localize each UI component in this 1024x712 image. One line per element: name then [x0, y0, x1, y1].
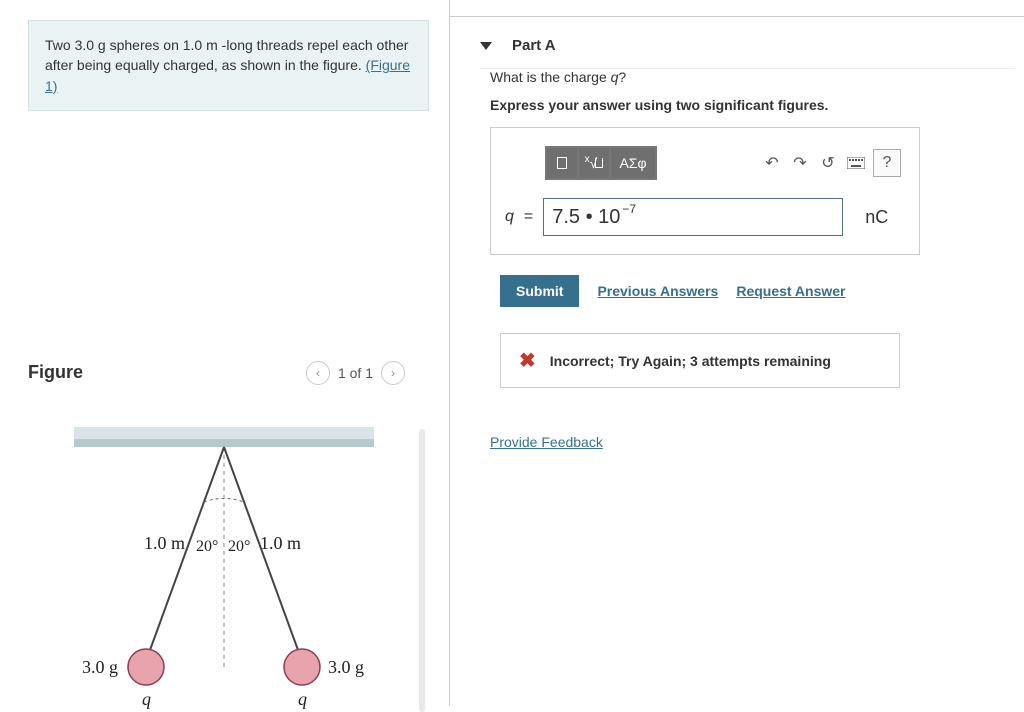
template-rect-button[interactable]	[547, 148, 577, 178]
pager-label: 1 of 1	[338, 365, 373, 381]
ceiling-bar-lower	[74, 439, 374, 447]
feedback-message: ✖ Incorrect; Try Again; 3 attempts remai…	[500, 333, 900, 388]
ceiling-bar-upper	[74, 427, 374, 439]
left-mass-label: 3.0 g	[82, 657, 118, 677]
submit-row: Submit Previous Answers Request Answer	[500, 275, 1014, 307]
figure-scrollbar[interactable]	[419, 429, 425, 712]
figure-header: Figure ‹ 1 of 1 ›	[28, 361, 429, 385]
toolbar-group-templates: x√ ΑΣφ	[545, 146, 657, 180]
question-text-real: What is the charge q?	[490, 69, 626, 85]
keyboard-button[interactable]	[845, 152, 867, 174]
answer-input[interactable]: 7.5 • 10−7	[543, 198, 843, 236]
unit-label: nC	[865, 207, 888, 228]
app-root: Two 3.0 g spheres on 1.0 m -long threads…	[0, 0, 1024, 706]
toolbar-right: ↶ ↷ ↺ ?	[761, 146, 901, 180]
pendulum-diagram: 1.0 m 1.0 m 20° 20° 3.0 g 3.0 g q q	[44, 409, 404, 709]
reset-button[interactable]: ↺	[817, 152, 839, 174]
answer-box: x√ ΑΣφ ↶ ↷ ↺ ? q	[490, 127, 920, 255]
right-angle-label: 20°	[228, 538, 250, 555]
part-header[interactable]: Part A	[480, 27, 1014, 69]
feedback-text: Incorrect; Try Again; 3 attempts remaini…	[550, 353, 831, 369]
answer-value: 7.5 • 10	[552, 206, 620, 229]
undo-button[interactable]: ↶	[761, 152, 783, 174]
figure-area: 1.0 m 1.0 m 20° 20° 3.0 g 3.0 g q q	[28, 409, 429, 712]
previous-answers-link[interactable]: Previous Answers	[597, 283, 718, 299]
answer-exponent: −7	[622, 202, 636, 216]
figure-pager: ‹ 1 of 1 ›	[306, 361, 405, 385]
part-title: Part A	[512, 37, 556, 54]
redo-button[interactable]: ↷	[789, 152, 811, 174]
right-sphere	[284, 649, 320, 685]
pendulum-lines	[146, 447, 302, 667]
answer-input-row: q = 7.5 • 10−7 nC	[505, 198, 901, 236]
right-length-label: 1.0 m	[260, 533, 301, 553]
figure-title: Figure	[28, 362, 83, 383]
equals-sign: =	[524, 208, 533, 226]
instruction: Express your answer using two significan…	[490, 97, 1014, 113]
problem-text: Two 3.0 g spheres on 1.0 m -long threads…	[45, 37, 408, 73]
left-angle-label: 20°	[196, 538, 218, 555]
question: What is the charge q?	[490, 69, 1014, 85]
incorrect-icon: ✖	[519, 348, 536, 373]
pager-next-button[interactable]: ›	[381, 361, 405, 385]
request-answer-link[interactable]: Request Answer	[736, 283, 845, 299]
left-sphere	[128, 649, 164, 685]
collapse-caret-icon	[480, 42, 492, 50]
right-pane: Part A What is the charge q? q? // place…	[450, 16, 1024, 706]
equation-toolbar: x√ ΑΣφ ↶ ↷ ↺ ?	[545, 146, 901, 180]
help-button[interactable]: ?	[873, 149, 901, 177]
pager-prev-button[interactable]: ‹	[306, 361, 330, 385]
symbols-button[interactable]: ΑΣφ	[611, 148, 655, 178]
variable-label: q	[505, 208, 514, 226]
left-length-label: 1.0 m	[144, 533, 185, 553]
right-mass-label: 3.0 g	[328, 657, 364, 677]
submit-button[interactable]: Submit	[500, 275, 579, 307]
template-root-button[interactable]: x√	[579, 148, 609, 178]
left-pane: Two 3.0 g spheres on 1.0 m -long threads…	[0, 0, 450, 706]
problem-statement: Two 3.0 g spheres on 1.0 m -long threads…	[28, 20, 429, 111]
provide-feedback-link[interactable]: Provide Feedback	[490, 434, 1014, 450]
